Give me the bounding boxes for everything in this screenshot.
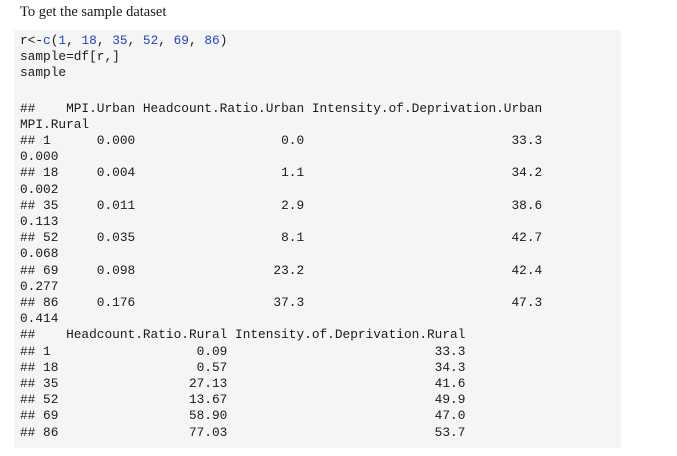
code-token-number: 52 (142, 33, 159, 48)
document: To get the sample dataset r<-c(1, 18, 35… (0, 4, 677, 448)
code-token: , (188, 33, 205, 48)
code-token-function: c (43, 33, 51, 48)
code-token-number: 86 (204, 33, 220, 48)
code-token: , (66, 33, 82, 48)
code-chunk: r<-c(1, 18, 35, 52, 69, 86) sample=df[r,]… (14, 30, 621, 448)
code-line: sample (20, 65, 67, 81)
r-console-output: ## MPI.Urban Headcount.Ratio.Urban Inten… (20, 100, 543, 440)
code-line: sample=df[r,] (20, 49, 120, 65)
intro-text: To get the sample dataset (20, 4, 167, 20)
code-token: ( (50, 33, 59, 48)
code-token: r<- (20, 33, 44, 48)
code-token-number: 35 (112, 33, 128, 48)
code-token-number: 69 (173, 33, 189, 48)
code-token-number: 18 (81, 33, 97, 48)
code-token-number: 1 (58, 33, 67, 48)
code-token: , (158, 33, 174, 48)
code-token: , (96, 33, 113, 48)
code-token: , (127, 33, 143, 48)
r-source-code: r<-c(1, 18, 35, 52, 69, 86) sample=df[r,]… (20, 33, 621, 82)
code-token: ) (219, 33, 228, 48)
code-line: r<-c(1, 18, 35, 52, 69, 86) (20, 33, 621, 49)
